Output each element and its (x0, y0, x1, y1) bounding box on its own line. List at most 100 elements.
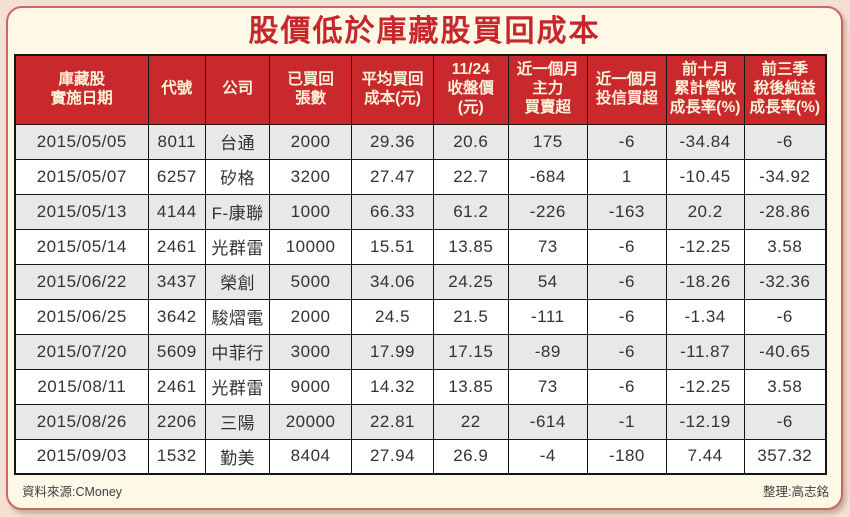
table-cell-r2-c9: -10.45 (665, 158, 745, 195)
table-header-row: 庫藏股 實施日期 代號 公司 已買回 張數 平均買回 成本(元) 11/24 收盤價 (元… (14, 54, 827, 125)
table-cell-r5-c4: 5000 (269, 263, 353, 300)
table-cell-r6-c9: -1.34 (665, 298, 745, 335)
table-cell-r10-c6: 26.9 (432, 438, 509, 475)
table-cell-r4-c3: 光群雷 (205, 228, 271, 265)
table-cell-r8-c1: 2015/08/11 (14, 368, 149, 405)
column-header-1: 庫藏股 實施日期 (14, 54, 149, 125)
table-cell-r8-c8: -6 (587, 368, 667, 405)
table-cell-r4-c10: 3.58 (743, 228, 827, 265)
table-cell-r5-c1: 2015/06/22 (14, 263, 149, 300)
table-cell-r9-c1: 2015/08/26 (14, 403, 149, 440)
table-cell-r7-c3: 中菲行 (205, 333, 271, 370)
table-row-4: 2015/05/14 2461 光群雷 10000 15.51 13.85 73 -6 -12.… (14, 228, 827, 265)
table-cell-r2-c3: 矽格 (205, 158, 271, 195)
column-header-3: 公司 (205, 54, 271, 125)
column-header-8: 近一個月 投信買超 (587, 54, 667, 125)
table-cell-r5-c5: 34.06 (351, 263, 434, 300)
table-cell-r6-c1: 2015/06/25 (14, 298, 149, 335)
table-cell-r7-c6: 17.15 (432, 333, 509, 370)
table-cell-r2-c5: 27.47 (351, 158, 434, 195)
table-cell-r2-c8: 1 (587, 158, 667, 195)
table-cell-r9-c3: 三陽 (205, 403, 271, 440)
table-cell-r10-c1: 2015/09/03 (14, 438, 149, 475)
table-cell-r1-c3: 台通 (205, 123, 271, 160)
table-cell-r1-c1: 2015/05/05 (14, 123, 149, 160)
table-cell-r8-c9: -12.25 (665, 368, 745, 405)
table-cell-r3-c2: 4144 (147, 193, 207, 230)
table-cell-r1-c10: -6 (743, 123, 827, 160)
table-cell-r1-c4: 2000 (269, 123, 353, 160)
table-footer: 資料來源:CMoney 整理:高志銘 (8, 475, 841, 500)
table-cell-r2-c7: -684 (507, 158, 589, 195)
table-row-9: 2015/08/26 2206 三陽 20000 22.81 22 -614 -1 -12.19… (14, 403, 827, 440)
table-cell-r3-c3: F-康聯 (205, 193, 271, 230)
table-cell-r2-c10: -34.92 (743, 158, 827, 195)
compiled-by-note: 整理:高志銘 (763, 485, 829, 499)
table-cell-r10-c9: 7.44 (665, 438, 745, 475)
table-cell-r9-c4: 20000 (269, 403, 353, 440)
table-cell-r4-c1: 2015/05/14 (14, 228, 149, 265)
table-cell-r5-c9: -18.26 (665, 263, 745, 300)
column-header-7: 近一個月 主力 買賣超 (507, 54, 589, 125)
table-cell-r2-c1: 2015/05/07 (14, 158, 149, 195)
table-cell-r8-c7: 73 (507, 368, 589, 405)
page-title: 股價低於庫藏股買回成本 (248, 15, 601, 48)
table-cell-r5-c7: 54 (507, 263, 589, 300)
table-cell-r10-c2: 1532 (147, 438, 207, 475)
table-cell-r9-c7: -614 (507, 403, 589, 440)
table-cell-r5-c8: -6 (587, 263, 667, 300)
table-cell-r7-c1: 2015/07/20 (14, 333, 149, 370)
table-row-2: 2015/05/07 6257 矽格 3200 27.47 22.7 -684 1 -10.45… (14, 158, 827, 195)
table-cell-r4-c6: 13.85 (432, 228, 509, 265)
table-row-6: 2015/06/25 3642 駿熠電 2000 24.5 21.5 -111 -6 -1.34… (14, 298, 827, 335)
table-cell-r7-c4: 3000 (269, 333, 353, 370)
table-row-3: 2015/05/13 4144 F-康聯 1000 66.33 61.2 -226 -163 2… (14, 193, 827, 230)
table-cell-r10-c8: -180 (587, 438, 667, 475)
table-cell-r3-c9: 20.2 (665, 193, 745, 230)
column-header-6: 11/24 收盤價 (元) (432, 54, 509, 125)
column-header-9: 前十月 累計營收 成長率(%) (665, 54, 745, 125)
table-row-8: 2015/08/11 2461 光群雷 9000 14.32 13.85 73 -6 -12.2… (14, 368, 827, 405)
table-cell-r6-c5: 24.5 (351, 298, 434, 335)
table-cell-r10-c7: -4 (507, 438, 589, 475)
table-cell-r9-c8: -1 (587, 403, 667, 440)
table-cell-r10-c10: 357.32 (743, 438, 827, 475)
table-cell-r8-c3: 光群雷 (205, 368, 271, 405)
table-cell-r9-c6: 22 (432, 403, 509, 440)
table-cell-r8-c5: 14.32 (351, 368, 434, 405)
table-cell-r4-c7: 73 (507, 228, 589, 265)
table-cell-r5-c2: 3437 (147, 263, 207, 300)
table-cell-r8-c4: 9000 (269, 368, 353, 405)
table-cell-r3-c4: 1000 (269, 193, 353, 230)
table-cell-r10-c5: 27.94 (351, 438, 434, 475)
table-cell-r6-c3: 駿熠電 (205, 298, 271, 335)
table-cell-r1-c9: -34.84 (665, 123, 745, 160)
infographic-panel: 股價低於庫藏股買回成本 庫藏股 實施日期 代號 公司 已買回 張數 平均買回 成本(元)… (6, 6, 843, 510)
table-cell-r2-c6: 22.7 (432, 158, 509, 195)
table-cell-r8-c2: 2461 (147, 368, 207, 405)
table-cell-r7-c10: -40.65 (743, 333, 827, 370)
table-cell-r6-c6: 21.5 (432, 298, 509, 335)
table-cell-r3-c6: 61.2 (432, 193, 509, 230)
table-cell-r6-c2: 3642 (147, 298, 207, 335)
table-row-1: 2015/05/05 8011 台通 2000 29.36 20.6 175 -6 -34.84… (14, 123, 827, 160)
table-cell-r1-c7: 175 (507, 123, 589, 160)
column-header-10: 前三季 稅後純益 成長率(%) (743, 54, 827, 125)
table-cell-r7-c9: -11.87 (665, 333, 745, 370)
table-cell-r9-c5: 22.81 (351, 403, 434, 440)
table-cell-r7-c5: 17.99 (351, 333, 434, 370)
table-cell-r9-c2: 2206 (147, 403, 207, 440)
table-cell-r7-c8: -6 (587, 333, 667, 370)
table-cell-r5-c6: 24.25 (432, 263, 509, 300)
table-row-10: 2015/09/03 1532 勤美 8404 27.94 26.9 -4 -180 7.44 3… (14, 438, 827, 475)
table-cell-r4-c4: 10000 (269, 228, 353, 265)
table-cell-r10-c4: 8404 (269, 438, 353, 475)
table-cell-r4-c5: 15.51 (351, 228, 434, 265)
table-cell-r7-c7: -89 (507, 333, 589, 370)
table-cell-r1-c5: 29.36 (351, 123, 434, 160)
table-cell-r6-c10: -6 (743, 298, 827, 335)
source-note: 資料來源:CMoney (22, 485, 123, 499)
table-cell-r4-c9: -12.25 (665, 228, 745, 265)
table-cell-r3-c5: 66.33 (351, 193, 434, 230)
table-cell-r2-c4: 3200 (269, 158, 353, 195)
